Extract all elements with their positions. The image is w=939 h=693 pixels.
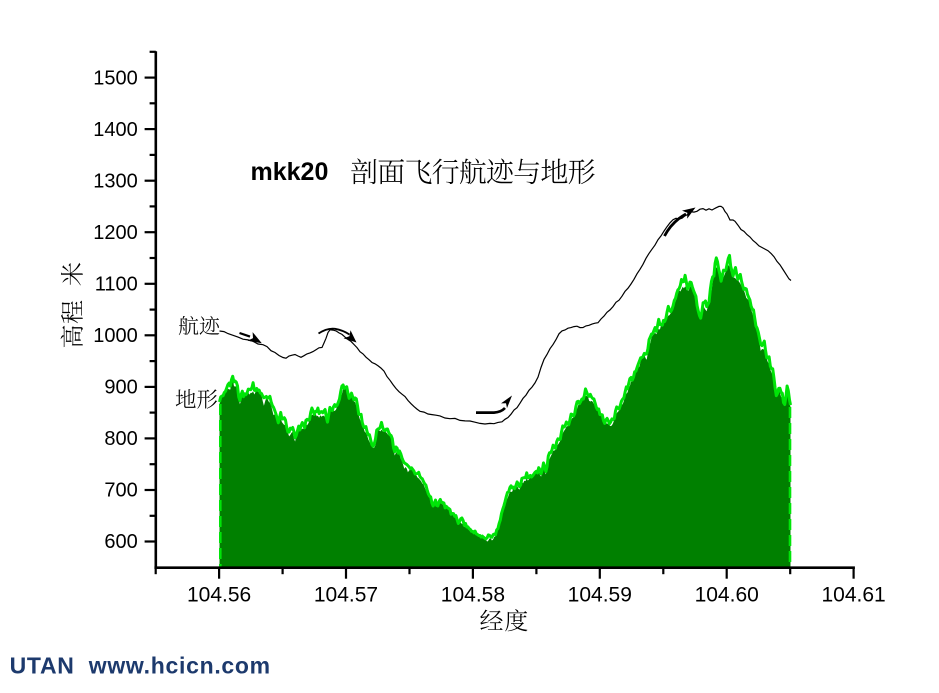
svg-text:104.60: 104.60 [695, 584, 759, 607]
svg-text:mkk20: mkk20 [251, 158, 329, 186]
svg-text:700: 700 [104, 480, 137, 502]
svg-text:104.58: 104.58 [441, 584, 505, 607]
svg-text:104.59: 104.59 [568, 584, 632, 607]
svg-text:1500: 1500 [93, 67, 138, 89]
svg-text:600: 600 [104, 531, 137, 553]
svg-text:UTAN www.hcicn.com: UTAN www.hcicn.com [10, 653, 271, 679]
svg-text:800: 800 [104, 428, 137, 450]
svg-text:1300: 1300 [93, 170, 138, 192]
svg-text:900: 900 [104, 377, 137, 399]
svg-text:1100: 1100 [95, 274, 138, 296]
svg-text:104.61: 104.61 [821, 584, 885, 607]
svg-text:1200: 1200 [93, 222, 138, 244]
svg-text:104.56: 104.56 [187, 584, 251, 607]
svg-text:1000: 1000 [93, 325, 138, 347]
svg-text:104.57: 104.57 [314, 584, 378, 607]
svg-text:1400: 1400 [93, 119, 138, 141]
